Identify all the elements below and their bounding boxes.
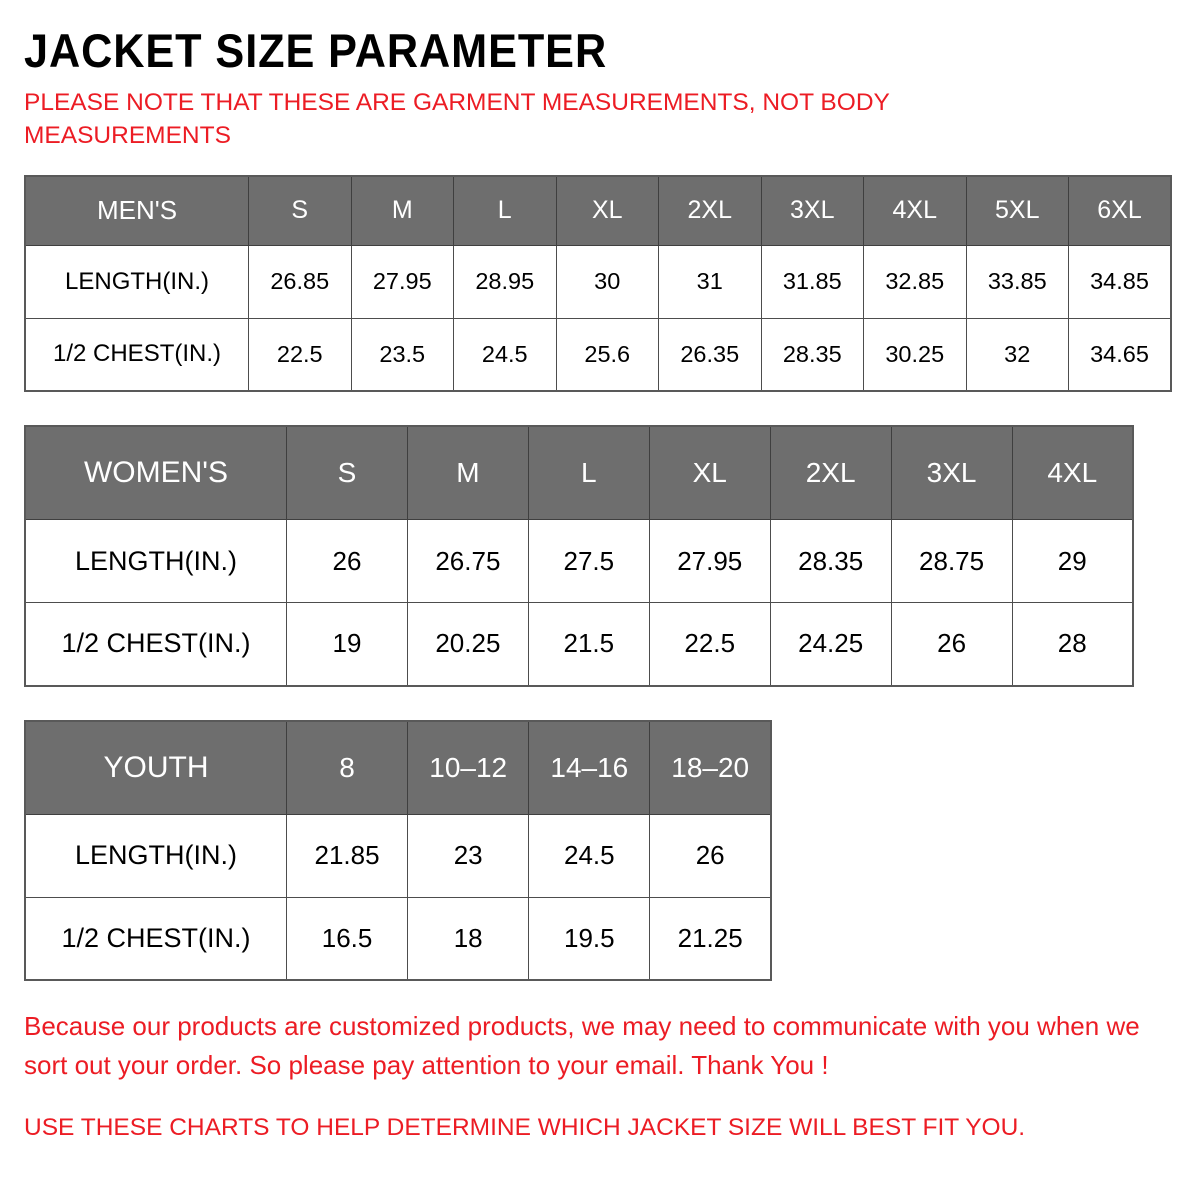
youth-header-label: YOUTH — [24, 720, 287, 815]
mens-chest-xl: 25.6 — [555, 317, 659, 392]
mens-chest-m: 23.5 — [350, 317, 454, 392]
mens-length-m: 27.95 — [350, 244, 454, 319]
youth-table-body: LENGTH(IN.) 21.85 23 24.5 26 1/2 CHEST(I… — [24, 813, 772, 981]
youth-chest-14-16: 19.5 — [528, 896, 651, 981]
youth-length-label: LENGTH(IN.) — [24, 813, 287, 898]
mens-col-header-l: L — [453, 175, 557, 246]
mens-chest-label: 1/2 CHEST(IN.) — [24, 317, 249, 392]
youth-chest-10-12: 18 — [407, 896, 530, 981]
mens-size-table: MEN'S S M L XL 2XL 3XL 4XL 5XL 6XL LENGT… — [24, 174, 1172, 392]
youth-col-header-18-20: 18–20 — [649, 720, 772, 815]
measurement-disclaimer: PLEASE NOTE THAT THESE ARE GARMENT MEASU… — [24, 89, 890, 149]
mens-table-body: LENGTH(IN.) 26.85 27.95 28.95 30 31 31.8… — [24, 244, 1172, 392]
youth-header-row: YOUTH 8 10–12 14–16 18–20 — [24, 720, 772, 815]
womens-col-header-m: M — [406, 425, 529, 520]
table-row: LENGTH(IN.) 26.85 27.95 28.95 30 31 31.8… — [24, 244, 1172, 319]
mens-length-s: 26.85 — [248, 244, 352, 319]
womens-col-header-4xl: 4XL — [1011, 425, 1134, 520]
womens-length-2xl: 28.35 — [769, 519, 892, 603]
womens-chest-2xl: 24.25 — [769, 602, 892, 686]
womens-size-table-block: WOMEN'S S M L XL 2XL 3XL 4XL LENGTH(IN.)… — [24, 425, 1176, 687]
youth-col-header-14-16: 14–16 — [528, 720, 651, 815]
womens-chest-s: 19 — [286, 602, 408, 686]
mens-chest-3xl: 28.35 — [760, 317, 864, 392]
table-row: 1/2 CHEST(IN.) 19 20.25 21.5 22.5 24.25 … — [24, 602, 1134, 686]
womens-col-header-2xl: 2XL — [769, 425, 892, 520]
table-row: LENGTH(IN.) 21.85 23 24.5 26 — [24, 813, 772, 898]
youth-length-8: 21.85 — [285, 813, 409, 898]
womens-length-s: 26 — [286, 519, 408, 603]
mens-col-header-5xl: 5XL — [965, 175, 1069, 246]
womens-col-header-s: S — [286, 425, 408, 520]
mens-header-label: MEN'S — [24, 175, 249, 246]
womens-chest-label: 1/2 CHEST(IN.) — [24, 602, 287, 686]
footer-notes: Because our products are customized prod… — [24, 1007, 1176, 1145]
mens-length-4xl: 32.85 — [863, 244, 967, 319]
womens-length-m: 26.75 — [406, 519, 529, 603]
womens-length-4xl: 29 — [1011, 519, 1134, 603]
womens-header-label: WOMEN'S — [24, 425, 287, 520]
mens-length-2xl: 31 — [658, 244, 762, 319]
youth-length-10-12: 23 — [407, 813, 530, 898]
mens-col-header-3xl: 3XL — [760, 175, 864, 246]
mens-size-table-block: MEN'S S M L XL 2XL 3XL 4XL 5XL 6XL LENGT… — [24, 174, 1176, 392]
womens-col-header-xl: XL — [648, 425, 771, 520]
table-row: 1/2 CHEST(IN.) 16.5 18 19.5 21.25 — [24, 896, 772, 981]
mens-chest-s: 22.5 — [248, 317, 352, 392]
table-row: 1/2 CHEST(IN.) 22.5 23.5 24.5 25.6 26.35… — [24, 317, 1172, 392]
mens-length-xl: 30 — [555, 244, 659, 319]
womens-header-row: WOMEN'S S M L XL 2XL 3XL 4XL — [24, 425, 1134, 520]
mens-length-label: LENGTH(IN.) — [24, 244, 249, 319]
youth-chest-8: 16.5 — [285, 896, 409, 981]
youth-table-head: YOUTH 8 10–12 14–16 18–20 — [24, 720, 772, 815]
mens-col-header-2xl: 2XL — [658, 175, 762, 246]
womens-length-3xl: 28.75 — [890, 519, 1013, 603]
mens-length-l: 28.95 — [453, 244, 557, 319]
mens-col-header-m: M — [350, 175, 454, 246]
youth-length-14-16: 24.5 — [528, 813, 651, 898]
womens-table-body: LENGTH(IN.) 26 26.75 27.5 27.95 28.35 28… — [24, 519, 1134, 686]
mens-chest-6xl: 34.65 — [1068, 317, 1172, 392]
mens-chest-2xl: 26.35 — [658, 317, 762, 392]
womens-length-l: 27.5 — [527, 519, 650, 603]
womens-length-xl: 27.95 — [648, 519, 771, 603]
mens-chest-l: 24.5 — [453, 317, 557, 392]
youth-size-table-block: YOUTH 8 10–12 14–16 18–20 LENGTH(IN.) 21… — [24, 719, 1176, 981]
womens-chest-xl: 22.5 — [648, 602, 771, 686]
youth-size-table: YOUTH 8 10–12 14–16 18–20 LENGTH(IN.) 21… — [24, 719, 772, 981]
chart-usage-note: USE THESE CHARTS TO HELP DETERMINE WHICH… — [24, 1114, 1026, 1141]
youth-col-header-8: 8 — [285, 720, 409, 815]
womens-length-label: LENGTH(IN.) — [24, 519, 287, 603]
mens-length-3xl: 31.85 — [760, 244, 864, 319]
mens-col-header-6xl: 6XL — [1068, 175, 1172, 246]
womens-chest-3xl: 26 — [890, 602, 1013, 686]
youth-length-18-20: 26 — [649, 813, 772, 898]
mens-col-header-4xl: 4XL — [863, 175, 967, 246]
table-row: LENGTH(IN.) 26 26.75 27.5 27.95 28.35 28… — [24, 519, 1134, 603]
womens-chest-m: 20.25 — [406, 602, 529, 686]
mens-chest-5xl: 32 — [965, 317, 1069, 392]
mens-header-row: MEN'S S M L XL 2XL 3XL 4XL 5XL 6XL — [24, 175, 1172, 246]
mens-table-head: MEN'S S M L XL 2XL 3XL 4XL 5XL 6XL — [24, 175, 1172, 246]
youth-col-header-10-12: 10–12 — [407, 720, 530, 815]
customization-note: Because our products are customized prod… — [24, 1011, 1140, 1080]
womens-col-header-l: L — [527, 425, 650, 520]
page-title: JACKET SIZE PARAMETER — [24, 24, 608, 77]
mens-col-header-s: S — [248, 175, 352, 246]
mens-col-header-xl: XL — [555, 175, 659, 246]
womens-chest-4xl: 28 — [1011, 602, 1134, 686]
youth-chest-label: 1/2 CHEST(IN.) — [24, 896, 287, 981]
womens-table-head: WOMEN'S S M L XL 2XL 3XL 4XL — [24, 425, 1134, 520]
womens-size-table: WOMEN'S S M L XL 2XL 3XL 4XL LENGTH(IN.)… — [24, 425, 1134, 687]
womens-chest-l: 21.5 — [527, 602, 650, 686]
mens-length-6xl: 34.85 — [1068, 244, 1172, 319]
mens-chest-4xl: 30.25 — [863, 317, 967, 392]
youth-chest-18-20: 21.25 — [649, 896, 772, 981]
mens-length-5xl: 33.85 — [965, 244, 1069, 319]
womens-col-header-3xl: 3XL — [890, 425, 1013, 520]
